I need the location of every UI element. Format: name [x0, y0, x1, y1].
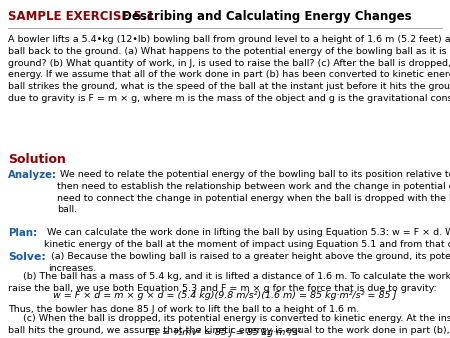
- Text: Plan:: Plan:: [8, 228, 37, 238]
- Text: w = F × d = m × g × d = (5.4 kg)(9.8 m/s²)(1.6 m) = 85 kg·m²/s² = 85 J: w = F × d = m × g × d = (5.4 kg)(9.8 m/s…: [54, 291, 396, 300]
- Text: Describing and Calculating Energy Changes: Describing and Calculating Energy Change…: [118, 10, 412, 23]
- Text: Analyze:: Analyze:: [8, 170, 57, 180]
- Text: (a) Because the bowling ball is raised to a greater height above the ground, its: (a) Because the bowling ball is raised t…: [48, 252, 450, 273]
- Text: Eₖ = ½mv² = 85 J = 85 kg·m²/s²: Eₖ = ½mv² = 85 J = 85 kg·m²/s²: [149, 328, 301, 337]
- Text: (c) When the ball is dropped, its potential energy is converted to kinetic energ: (c) When the ball is dropped, its potent…: [8, 314, 450, 335]
- Text: Solve:: Solve:: [8, 252, 46, 262]
- Text: SAMPLE EXERCISE 5.1: SAMPLE EXERCISE 5.1: [8, 10, 154, 23]
- Text: Solution: Solution: [8, 153, 66, 166]
- Text: (b) The ball has a mass of 5.4 kg, and it is lifted a distance of 1.6 m. To calc: (b) The ball has a mass of 5.4 kg, and i…: [8, 272, 450, 293]
- Text: A bowler lifts a 5.4•kg (12•lb) bowling ball from ground level to a height of 1.: A bowler lifts a 5.4•kg (12•lb) bowling …: [8, 35, 450, 103]
- Text: Thus, the bowler has done 85 J of work to lift the ball to a height of 1.6 m.: Thus, the bowler has done 85 J of work t…: [8, 305, 359, 314]
- Text: We need to relate the potential energy of the bowling ball to its position relat: We need to relate the potential energy o…: [57, 170, 450, 214]
- Text: We can calculate the work done in lifting the ball by using Equation 5.3: w = F : We can calculate the work done in liftin…: [44, 228, 450, 249]
